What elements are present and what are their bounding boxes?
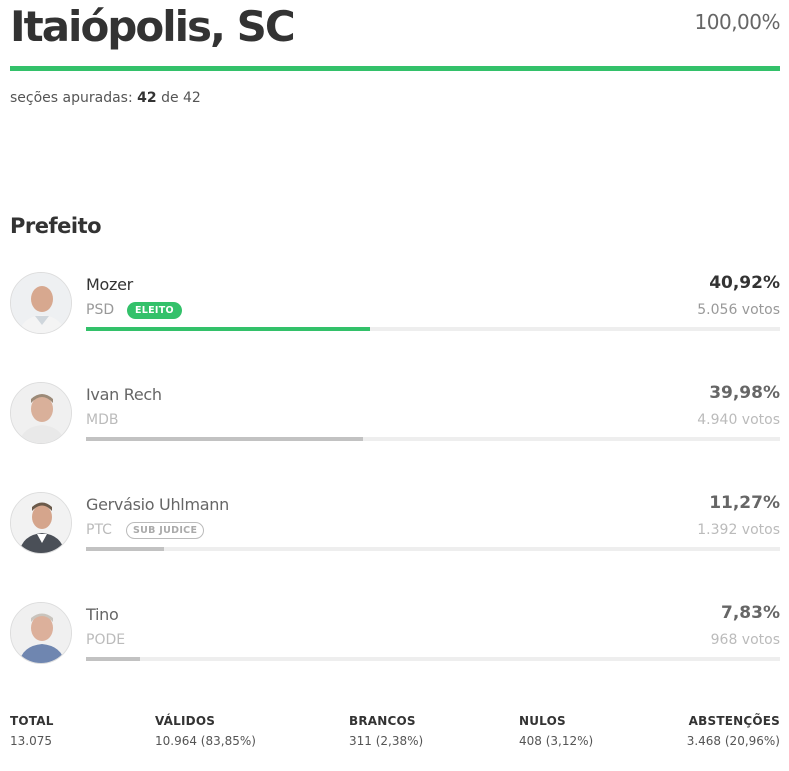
validos-value: 10.964 (83,85%) <box>155 734 256 748</box>
city-title: Itaiópolis, SC <box>10 2 296 51</box>
secoes-label: seções apuradas: <box>10 90 133 106</box>
candidate-percent: 7,83% <box>721 603 780 623</box>
nulos-stat: NULOS 408 (3,12%) <box>519 714 593 748</box>
candidate-row[interactable]: Gervásio Uhlmann PTC SUB JUDICE 11,27% 1… <box>10 492 780 562</box>
candidate-party: PTC <box>86 522 112 538</box>
candidate-photo <box>10 382 72 444</box>
vote-share-bar <box>86 327 780 331</box>
validos-label: VÁLIDOS <box>155 714 216 728</box>
total-stat: TOTAL 13.075 <box>10 714 54 748</box>
abstencoes-label: ABSTENÇÕES <box>688 714 780 728</box>
candidate-photo <box>10 492 72 554</box>
candidate-photo <box>10 272 72 334</box>
total-label: TOTAL <box>10 714 54 728</box>
candidate-votes: 1.392 votos <box>697 522 780 538</box>
candidate-row[interactable]: Mozer PSD ELEITO 40,92% 5.056 votos <box>10 272 780 342</box>
vote-share-fill <box>86 657 141 661</box>
candidate-row[interactable]: Ivan Rech MDB 39,98% 4.940 votos <box>10 382 780 452</box>
brancos-label: BRANCOS <box>349 714 416 728</box>
candidate-votes: 5.056 votos <box>697 302 780 318</box>
totals-summary: TOTAL 13.075 VÁLIDOS 10.964 (83,85%) BRA… <box>10 714 780 754</box>
candidate-name: Ivan Rech <box>86 385 162 404</box>
total-value: 13.075 <box>10 734 52 748</box>
brancos-value: 311 (2,38%) <box>349 734 424 748</box>
secoes-count: 42 <box>137 90 157 106</box>
validos-stat: VÁLIDOS 10.964 (83,85%) <box>155 714 256 748</box>
results-header: Itaiópolis, SC 100,00% seções apuradas: … <box>10 0 781 110</box>
abstencoes-value: 3.468 (20,96%) <box>686 734 780 748</box>
abstencoes-stat: ABSTENÇÕES 3.468 (20,96%) <box>687 714 780 748</box>
apuracao-progress-fill <box>10 66 780 71</box>
vote-share-bar <box>86 437 780 441</box>
section-title-prefeito: Prefeito <box>10 214 102 238</box>
candidate-row[interactable]: Tino PODE 7,83% 968 votos <box>10 602 780 672</box>
apuracao-progress-bar <box>10 66 780 71</box>
secoes-apuradas: seções apuradas: 42 de 42 <box>10 90 201 106</box>
candidate-party: PSD <box>86 302 115 318</box>
vote-share-fill <box>86 437 364 441</box>
candidate-name: Tino <box>86 605 119 624</box>
percent-apurado: 100,00% <box>694 10 781 34</box>
candidate-percent: 40,92% <box>709 273 780 293</box>
candidate-party: PODE <box>86 632 126 648</box>
candidate-name: Gervásio Uhlmann <box>86 495 229 514</box>
vote-share-bar <box>86 657 780 661</box>
vote-share-bar <box>86 547 780 551</box>
vote-share-fill <box>86 327 370 331</box>
candidate-votes: 4.940 votos <box>697 412 780 428</box>
nulos-label: NULOS <box>519 714 566 728</box>
candidate-votes: 968 votos <box>710 632 780 648</box>
candidate-percent: 39,98% <box>709 383 780 403</box>
sub-judice-badge: SUB JUDICE <box>126 522 205 539</box>
nulos-value: 408 (3,12%) <box>519 734 594 748</box>
candidate-party: MDB <box>86 412 119 428</box>
candidate-photo <box>10 602 72 664</box>
candidate-name: Mozer <box>86 275 133 294</box>
candidate-percent: 11,27% <box>709 493 780 513</box>
vote-share-fill <box>86 547 165 551</box>
eleito-badge: ELEITO <box>127 302 182 319</box>
secoes-total: de 42 <box>161 90 201 106</box>
brancos-stat: BRANCOS 311 (2,38%) <box>349 714 423 748</box>
